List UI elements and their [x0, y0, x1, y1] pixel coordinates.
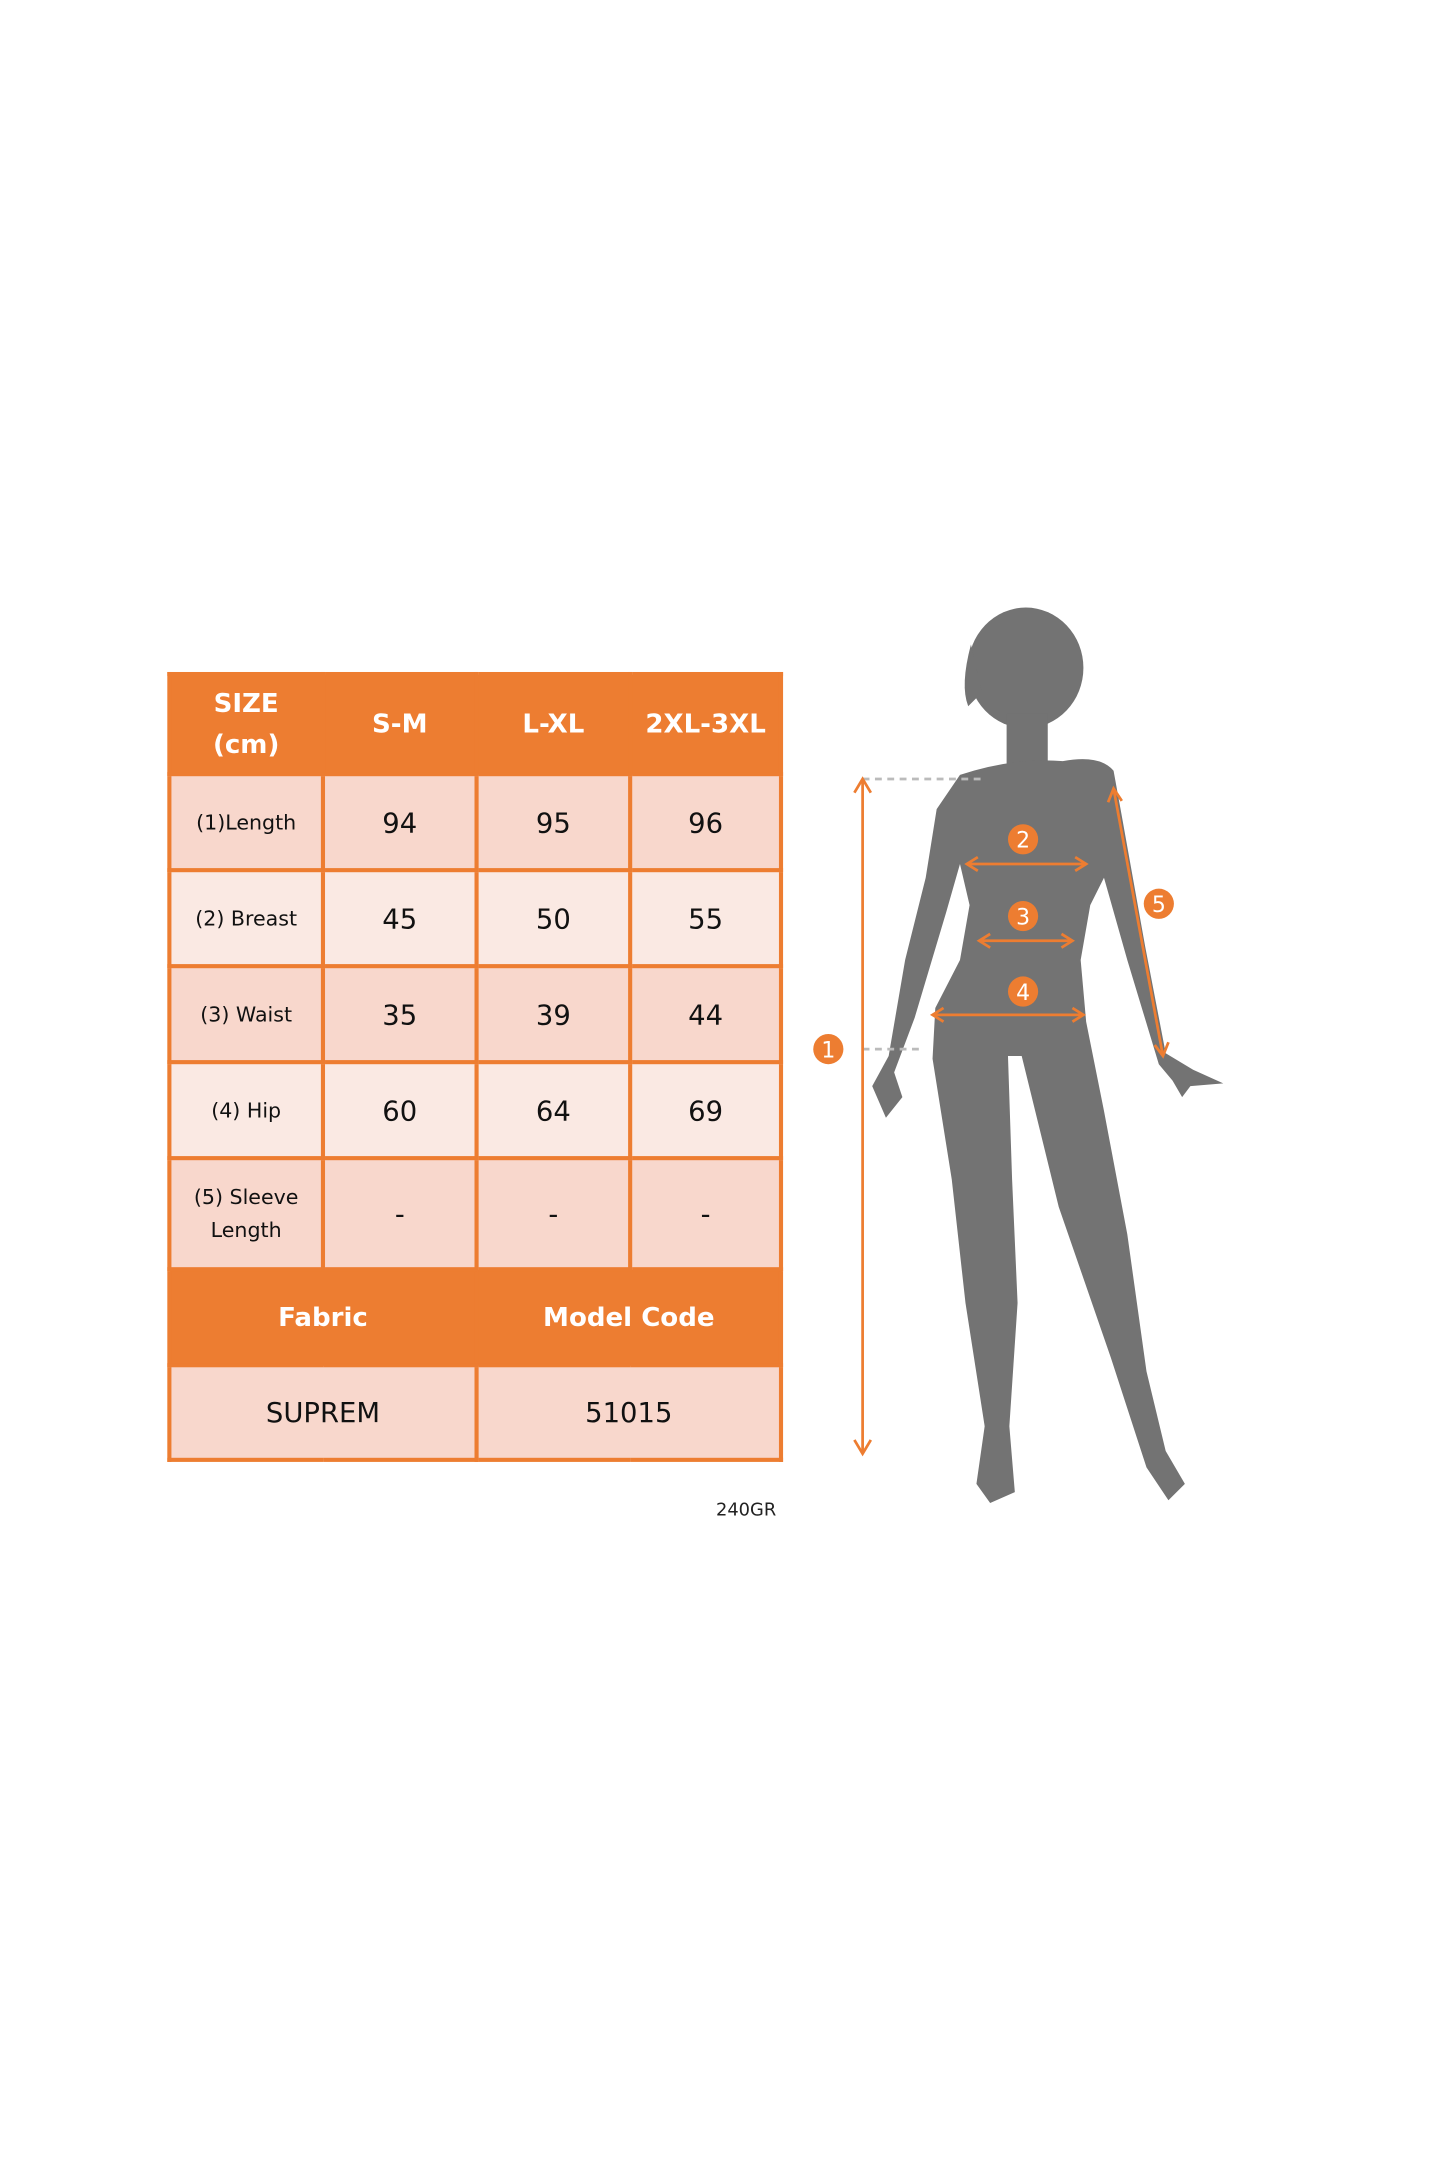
cell: 44: [628, 964, 784, 1065]
marker-1: 1: [813, 1034, 844, 1065]
table-header-row: SIZE (cm) S-M L-XL 2XL-3XL: [167, 671, 784, 777]
cell: 39: [474, 964, 633, 1065]
cell: 45: [320, 868, 479, 969]
marker-2: 2: [1007, 824, 1039, 855]
cell: 96: [628, 772, 784, 873]
cell: -: [320, 1156, 479, 1272]
table-row: (4) Hip 60 64 69: [167, 1060, 784, 1161]
table-row: (5) Sleeve Length - - -: [167, 1156, 784, 1272]
header-2xl-3xl: 2XL-3XL: [628, 671, 784, 777]
row-label: (3) Waist: [167, 964, 326, 1065]
fabric-value-row: SUPREM 51015: [167, 1363, 784, 1462]
table-row: (3) Waist 35 39 44: [167, 964, 784, 1065]
svg-text:2: 2: [1016, 829, 1030, 854]
table-row: (2) Breast 45 50 55: [167, 868, 784, 969]
cell: 95: [474, 772, 633, 873]
header-s-m: S-M: [320, 671, 479, 777]
silhouette-hair: [964, 644, 982, 707]
measurement-lines: [853, 776, 1170, 1457]
fabric-header-row: Fabric Model Code: [167, 1267, 784, 1368]
marker-4: 4: [1007, 976, 1039, 1007]
silhouette-body: [872, 759, 1224, 1504]
fabric-header: Fabric: [167, 1267, 479, 1368]
size-table: SIZE (cm) S-M L-XL 2XL-3XL (1)Length 94 …: [167, 671, 784, 1462]
marker-3: 3: [1007, 901, 1039, 932]
row-label: (2) Breast: [167, 868, 326, 969]
cell: 50: [474, 868, 633, 969]
svg-text:5: 5: [1152, 893, 1166, 918]
cell: 55: [628, 868, 784, 969]
table-row: (1)Length 94 95 96: [167, 772, 784, 873]
cell: -: [628, 1156, 784, 1272]
cell: -: [474, 1156, 633, 1272]
model-code-header: Model Code: [474, 1267, 784, 1368]
row-label: (5) Sleeve Length: [167, 1156, 326, 1272]
fabric-weight-note: 240GR: [715, 1500, 777, 1521]
header-l-xl: L-XL: [474, 671, 633, 777]
row-label: (1)Length: [167, 772, 326, 873]
svg-text:1: 1: [821, 1038, 835, 1063]
fabric-value: SUPREM: [167, 1363, 479, 1462]
model-code-value: 51015: [474, 1363, 784, 1462]
cell: 64: [474, 1060, 633, 1161]
sleeve-arrow: [1112, 788, 1165, 1057]
marker-5: 5: [1143, 888, 1174, 919]
header-size: SIZE (cm): [167, 671, 326, 777]
row-label: (4) Hip: [167, 1060, 326, 1161]
svg-text:4: 4: [1016, 981, 1030, 1006]
silhouette-head: [968, 607, 1084, 729]
cell: 35: [320, 964, 479, 1065]
svg-text:3: 3: [1016, 905, 1030, 930]
body-silhouette: [872, 607, 1224, 1504]
cell: 69: [628, 1060, 784, 1161]
cell: 94: [320, 772, 479, 873]
cell: 60: [320, 1060, 479, 1161]
